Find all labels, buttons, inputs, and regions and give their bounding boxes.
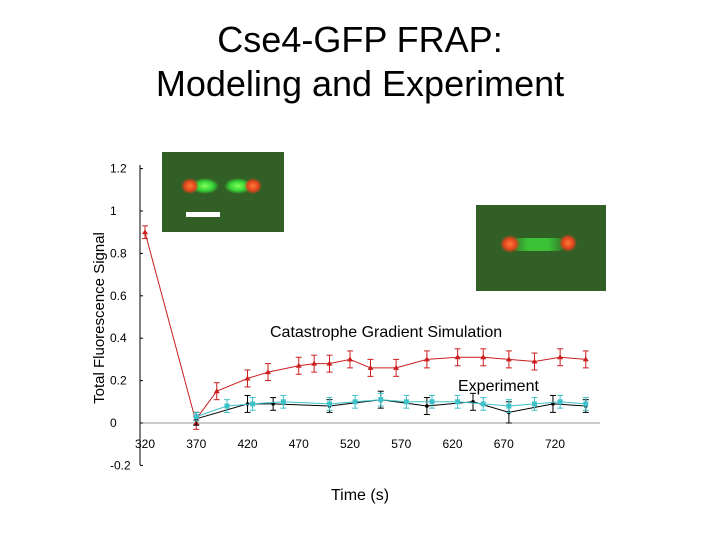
data-point xyxy=(280,399,286,405)
data-point xyxy=(531,358,538,364)
x-tick-label: 370 xyxy=(186,437,206,451)
title-line-2: Modeling and Experiment xyxy=(155,63,565,104)
data-point xyxy=(557,354,564,360)
annotation-experiment: Experiment xyxy=(458,378,539,395)
y-tick-label: 0.2 xyxy=(110,374,127,388)
x-tick-label: 720 xyxy=(545,437,565,451)
data-point xyxy=(326,360,333,366)
y-tick-label: 1.2 xyxy=(110,162,127,176)
x-tick-label: 420 xyxy=(237,437,257,451)
y-tick-label: 0.4 xyxy=(110,331,127,345)
data-point xyxy=(582,356,589,362)
data-point xyxy=(480,354,487,360)
x-axis-label: Time (s) xyxy=(331,487,389,504)
data-point xyxy=(532,401,537,407)
series-2 xyxy=(193,392,589,422)
series-line xyxy=(196,399,586,420)
data-point xyxy=(327,401,332,407)
data-point xyxy=(480,401,486,407)
x-tick-label: 320 xyxy=(135,437,155,451)
y-tick-label: 1 xyxy=(110,204,117,218)
x-tick-label: 470 xyxy=(289,437,309,451)
data-point xyxy=(506,403,512,409)
data-point xyxy=(423,356,430,362)
data-point xyxy=(244,375,251,381)
data-point xyxy=(557,399,563,405)
data-point xyxy=(454,354,461,360)
y-tick-label: 0.8 xyxy=(110,246,127,260)
data-point xyxy=(455,399,461,405)
title-line-1: Cse4-GFP FRAP: xyxy=(217,19,503,60)
scale-bar xyxy=(186,212,220,217)
y-axis-label: Total Fluorescence Signal xyxy=(91,232,108,404)
data-point xyxy=(425,404,429,408)
data-point xyxy=(551,402,555,406)
data-point xyxy=(193,414,199,420)
y-tick-label: 0 xyxy=(110,416,117,430)
annotation-box xyxy=(266,320,562,342)
x-tick-label: 670 xyxy=(494,437,514,451)
data-point xyxy=(352,399,358,405)
annotation-simulation: Catastrophe Gradient Simulation xyxy=(270,324,502,341)
data-point xyxy=(583,401,589,407)
data-point xyxy=(224,403,230,409)
data-point xyxy=(393,364,400,370)
x-tick-label: 520 xyxy=(340,437,360,451)
x-tick-labels: 320 370 420 470 520 570 620 670 720 xyxy=(135,437,565,451)
y-tick-labels: -0.2 0 0.2 0.4 0.6 0.8 1 1.2 xyxy=(110,162,143,472)
series-layer xyxy=(142,225,589,430)
micrograph-1 xyxy=(162,152,284,232)
data-point xyxy=(347,356,353,362)
data-point xyxy=(429,399,435,405)
y-tick-label: -0.2 xyxy=(110,458,131,472)
y-tick-label: 0.6 xyxy=(110,289,127,303)
data-point xyxy=(250,401,256,407)
data-point xyxy=(403,399,409,405)
data-point xyxy=(505,356,512,362)
x-tick-label: 570 xyxy=(391,437,411,451)
data-point xyxy=(295,362,302,368)
micrograph-2 xyxy=(476,205,606,291)
data-point xyxy=(213,388,220,394)
series-1 xyxy=(193,390,589,426)
data-point xyxy=(311,360,318,366)
data-point xyxy=(367,364,374,370)
x-tick-label: 620 xyxy=(442,437,462,451)
data-point xyxy=(265,369,271,375)
data-point xyxy=(142,229,148,235)
data-point xyxy=(378,397,384,403)
slide-title: Cse4-GFP FRAP: Modeling and Experiment xyxy=(0,18,720,106)
